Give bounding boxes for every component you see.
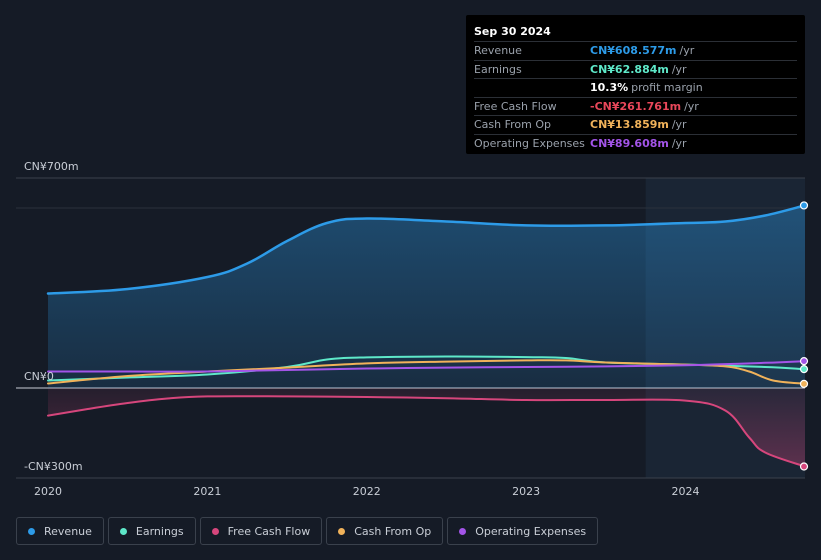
- tooltip-row-value: -CN¥261.761m: [590, 99, 682, 113]
- tooltip-row-label: Revenue: [474, 44, 522, 58]
- legend-item-free-cash-flow[interactable]: Free Cash Flow: [199, 517, 323, 545]
- series-line-revenue: [46, 204, 807, 295]
- tooltip-row-unit: /yr: [671, 136, 687, 150]
- legend-item-cash-from-op[interactable]: Cash From Op: [326, 517, 444, 545]
- tooltip-row-value: CN¥13.859m: [590, 118, 669, 132]
- legend-item-label: Earnings: [135, 524, 184, 538]
- tooltip-row: Free Cash Flow -CN¥261.761m/yr: [474, 96, 797, 116]
- tooltip-row: 10.3% profit margin: [474, 78, 797, 97]
- legend-item-operating-expenses[interactable]: Operating Expenses: [447, 517, 599, 545]
- tooltip-row: Earnings CN¥62.884m/yr: [474, 59, 797, 79]
- tooltip-row-unit: /yr: [679, 44, 695, 58]
- tooltip-row-unit: /yr: [671, 62, 687, 76]
- legend-dot-icon: [28, 527, 35, 535]
- series-line-free-cash-flow: [47, 395, 806, 468]
- x-tick-label: 2022: [353, 485, 381, 498]
- legend-item-earnings[interactable]: Earnings: [107, 517, 196, 545]
- tooltip-row-value: CN¥89.608m: [590, 136, 669, 150]
- series-end-point-free-cash-flow: [799, 462, 809, 471]
- tooltip-row-label: Free Cash Flow: [474, 99, 557, 113]
- tooltip-date: Sep 30 2024: [474, 25, 551, 38]
- tooltip-row-unit: /yr: [671, 118, 687, 132]
- x-tick-label: 2024: [671, 485, 699, 498]
- x-tick-label: 2020: [34, 485, 62, 498]
- y-tick-label: CN¥0: [24, 370, 54, 383]
- series-end-point-earnings: [799, 365, 809, 374]
- y-tick-label: -CN¥300m: [24, 460, 83, 473]
- tooltip-row-label: Cash From Op: [474, 118, 552, 132]
- tooltip-row-label: Earnings: [474, 62, 522, 76]
- series-end-point-operating-expenses: [799, 357, 809, 366]
- legend-dot-icon: [338, 527, 346, 535]
- tooltip-row-unit: /yr: [684, 99, 699, 113]
- series-area-revenue: [48, 205, 805, 388]
- tooltip-row-unit: profit margin: [631, 81, 703, 95]
- y-tick-label: CN¥700m: [24, 160, 79, 173]
- tooltip-panel: Sep 30 2024 Revenue CN¥608.577m/yr Earning…: [466, 15, 805, 154]
- tooltip-row-value: CN¥62.884m: [590, 62, 669, 76]
- legend: Revenue Earnings Free Cash Flow Cash From O…: [16, 517, 599, 545]
- legend-item-label: Free Cash Flow: [227, 524, 311, 538]
- series-end-point-cash-from-op: [799, 379, 809, 388]
- x-tick-label: 2021: [193, 485, 221, 498]
- series-area-free-cash-flow: [48, 388, 805, 467]
- legend-item-label: Revenue: [44, 524, 92, 538]
- tooltip-row-value: CN¥608.577m: [590, 44, 677, 58]
- legend-item-revenue[interactable]: Revenue: [16, 517, 104, 545]
- tooltip-row: Cash From Op CN¥13.859m/yr: [474, 115, 797, 134]
- legend-dot-icon: [459, 527, 467, 535]
- tooltip-row: Operating Expenses CN¥89.608m/yr: [474, 133, 797, 153]
- x-tick-label: 2023: [512, 485, 540, 498]
- tooltip-row-value: 10.3%: [590, 81, 629, 95]
- series-end-point-revenue: [799, 201, 809, 210]
- tooltip-row: Revenue CN¥608.577m/yr: [474, 41, 797, 60]
- tooltip-row-label: Operating Expenses: [474, 136, 585, 150]
- legend-dot-icon: [211, 527, 219, 535]
- legend-dot-icon: [119, 527, 127, 535]
- series-line-operating-expenses: [47, 360, 806, 373]
- legend-item-label: Cash From Op: [354, 524, 432, 538]
- legend-item-label: Operating Expenses: [475, 524, 587, 538]
